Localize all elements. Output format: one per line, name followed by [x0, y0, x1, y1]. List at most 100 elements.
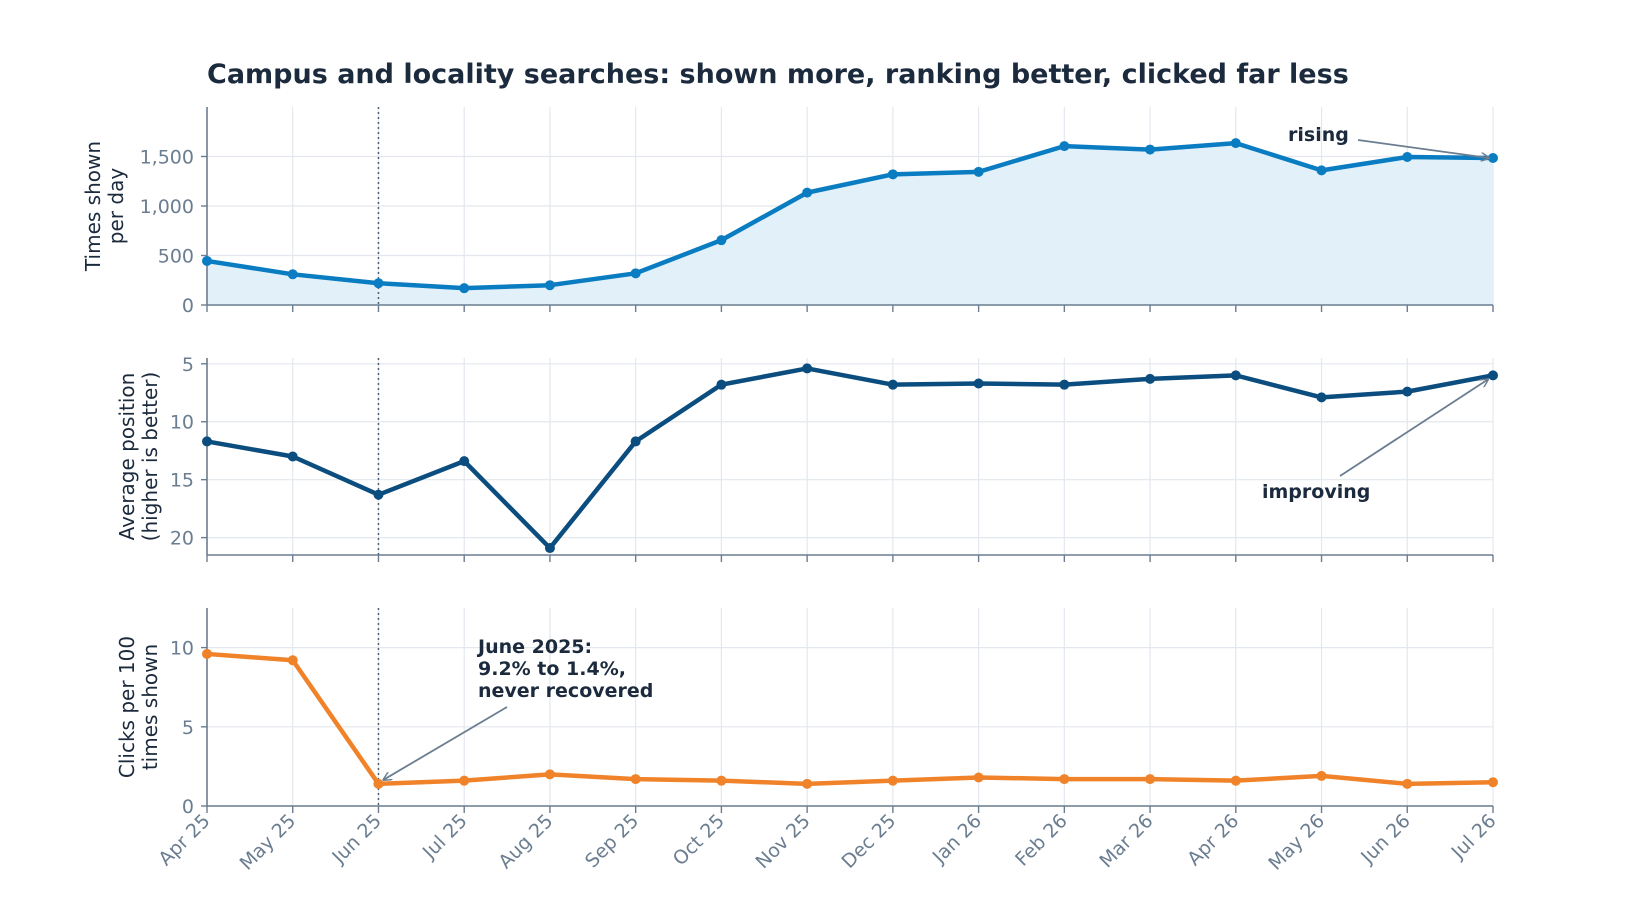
y-tick-label: 1,500: [140, 147, 194, 169]
y-tick-label: 0: [182, 796, 194, 818]
data-point: [1145, 373, 1156, 384]
data-point: [802, 778, 813, 789]
x-tick-label: Sep 25: [581, 810, 643, 872]
data-point: [973, 378, 984, 389]
y-axis-label-line: Average position: [115, 373, 139, 541]
y-tick-label: 500: [158, 246, 194, 268]
y-tick-label: 10: [170, 638, 194, 660]
y-axis-label-line: Times shown: [81, 141, 105, 272]
data-point: [1488, 370, 1498, 381]
x-tick-label: Feb 26: [1011, 810, 1072, 871]
y-axis-label: Average position(higher is better): [115, 372, 162, 542]
panel-impressions: 0 500 1,000 1,500 Times shownper day rising: [81, 107, 1498, 317]
data-point: [973, 166, 984, 177]
data-point: [630, 436, 641, 447]
annotation-arrow: [1357, 139, 1489, 158]
y-axis-label: Clicks per 100times shown: [115, 636, 162, 778]
data-point: [802, 187, 813, 198]
data-point: [802, 363, 813, 374]
data-point: [373, 778, 384, 789]
annotation-text-line: 9.2% to 1.4%,: [478, 658, 626, 680]
x-tick-label: Apr 25: [154, 810, 214, 870]
data-point: [716, 775, 727, 786]
data-point: [287, 655, 298, 666]
chart-panels: 0 500 1,000 1,500 Times shownper day rising 5 1…: [81, 107, 1498, 818]
x-axis-tick-labels: Apr 25 May 25 Jun 25 Jul 25 Aug 25 Sep 25 Oct …: [154, 810, 1500, 875]
y-tick-label: 15: [170, 470, 194, 492]
data-point: [1488, 777, 1498, 788]
data-point: [1316, 770, 1327, 781]
y-axis-label-line: per day: [104, 168, 128, 245]
data-point: [373, 489, 384, 500]
data-point: [1230, 775, 1241, 786]
y-axis-label-line: (higher is better): [138, 372, 162, 542]
data-point: [373, 278, 384, 289]
data-point: [1059, 379, 1070, 390]
data-point: [1402, 386, 1413, 397]
data-point: [1059, 774, 1070, 785]
y-tick-label: 10: [170, 412, 194, 434]
y-tick-label: 1,000: [140, 196, 194, 218]
data-point: [1488, 152, 1498, 163]
y-tick-label: 5: [182, 717, 194, 739]
x-tick-label: Jul 26: [1447, 810, 1501, 864]
x-tick-label: Apr 26: [1183, 810, 1243, 870]
annotation-text-line: rising: [1288, 124, 1349, 146]
y-axis-label-line: times shown: [138, 644, 162, 770]
x-tick-label: Mar 26: [1095, 810, 1157, 872]
x-tick-label: Aug 25: [494, 810, 557, 873]
data-point: [459, 775, 470, 786]
data-point: [1316, 392, 1327, 403]
x-tick-label: Dec 25: [837, 810, 900, 873]
data-point: [202, 255, 212, 266]
x-tick-label: Jun 26: [1356, 810, 1415, 869]
y-tick-label: 5: [182, 354, 194, 376]
data-point: [1145, 774, 1156, 785]
x-tick-label: Oct 25: [669, 810, 729, 870]
x-tick-label: May 26: [1264, 810, 1329, 875]
data-point: [1059, 141, 1070, 152]
data-point: [887, 775, 898, 786]
data-point: [202, 648, 212, 659]
data-point: [1230, 138, 1241, 149]
x-tick-label: Jan 26: [928, 810, 986, 868]
series-area-fill: [207, 143, 1493, 305]
x-tick-label: May 25: [236, 810, 301, 875]
data-point: [1402, 778, 1413, 789]
data-point: [287, 269, 298, 280]
data-point: [459, 456, 470, 467]
data-point: [1145, 144, 1156, 155]
panel-ctr: 0 5 10 Clicks per 100times shown June 2025: 9…: [115, 608, 1498, 818]
annotation-text-line: June 2025:: [476, 636, 592, 658]
x-tick-label: Jul 25: [418, 810, 472, 864]
panel-position: 5 10 15 20 Average position(higher is better…: [115, 354, 1498, 562]
data-point: [973, 772, 984, 783]
series-line: [204, 366, 1496, 551]
series-line: [204, 140, 1496, 291]
annotation-text: improving: [1262, 481, 1370, 503]
data-point: [544, 769, 555, 780]
series-line: [204, 651, 1496, 787]
x-tick-label: Jun 25: [327, 810, 386, 869]
annotation-arrow: [1339, 379, 1488, 477]
data-point: [544, 543, 555, 554]
annotation-text: June 2025: 9.2% to 1.4%, never recovered: [476, 636, 653, 702]
annotation-text-line: improving: [1262, 481, 1370, 503]
data-point: [1402, 151, 1413, 162]
x-tick-label: Nov 25: [752, 810, 815, 873]
annotation-arrow: [383, 706, 508, 780]
data-point: [544, 280, 555, 291]
data-point: [716, 235, 727, 246]
data-point: [716, 379, 727, 390]
data-point: [887, 379, 898, 390]
data-point: [459, 283, 470, 294]
data-point: [287, 451, 298, 462]
data-point: [887, 169, 898, 180]
chart-title: Campus and locality searches: shown more…: [207, 59, 1349, 90]
data-point: [630, 268, 641, 279]
y-axis-label: Times shownper day: [81, 141, 128, 272]
annotation-text: rising: [1288, 124, 1349, 146]
y-tick-label: 0: [182, 295, 194, 317]
data-point: [1316, 165, 1327, 176]
